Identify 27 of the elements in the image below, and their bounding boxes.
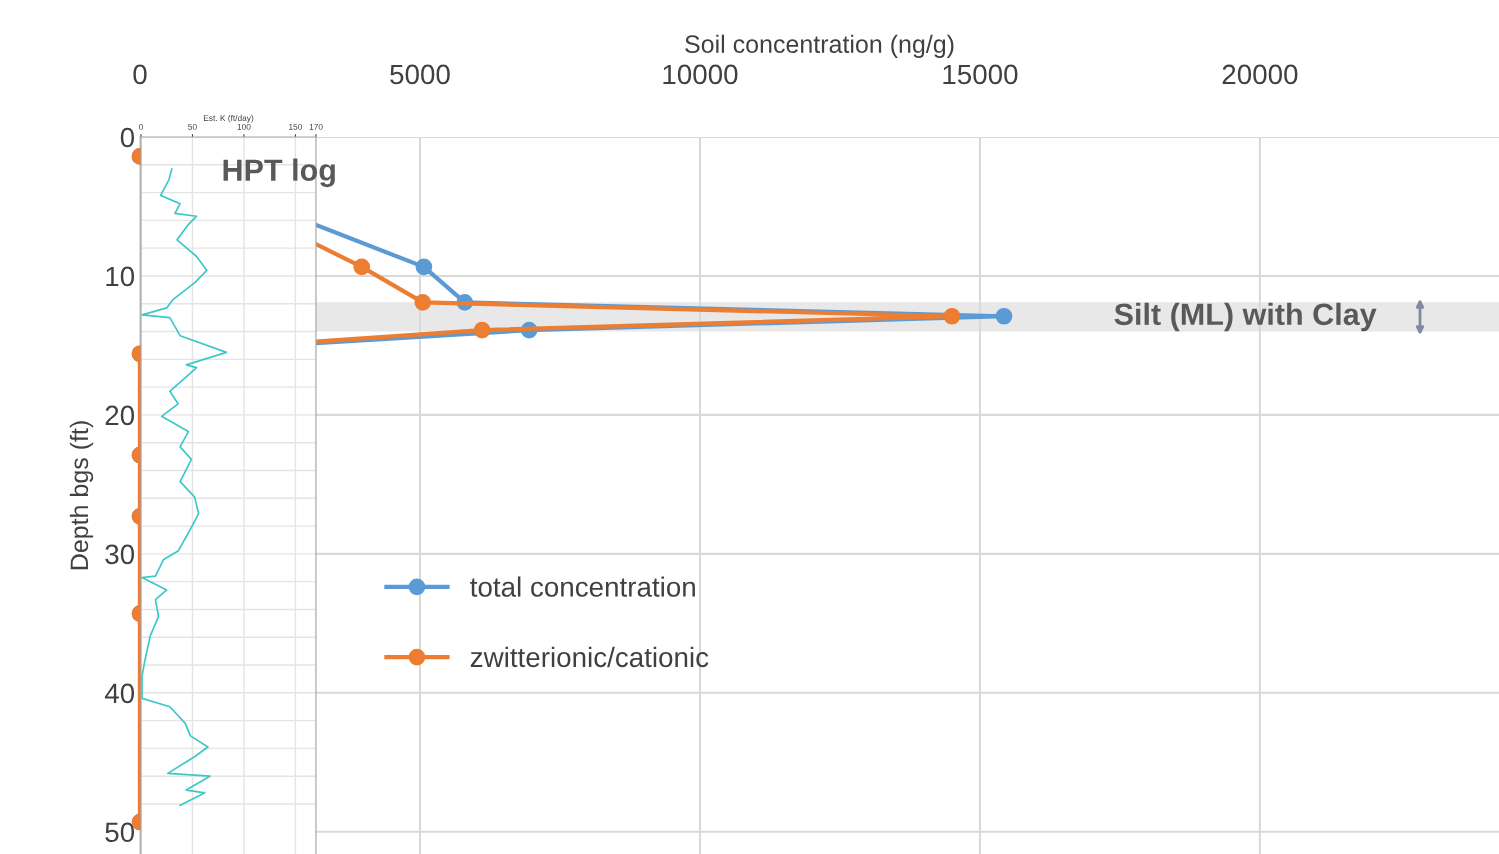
x-tick-label: 150: [289, 123, 303, 130]
annotation: HPT log: [223, 158, 335, 188]
y-tick-label: 40: [104, 683, 135, 704]
x-tick-label: 170: [309, 123, 323, 130]
x-axis-title: Est. K (ft/day): [203, 114, 254, 123]
point: [995, 307, 1013, 325]
x-tick-label: 10000: [663, 64, 738, 85]
x-tick-label: 50: [188, 123, 197, 130]
legend-label: zwitterionic/cationic: [470, 646, 709, 668]
point: [473, 321, 491, 339]
y-tick-label: 30: [105, 544, 135, 565]
y-tick-label: 20: [105, 405, 135, 426]
x-axis-title: Soil concentration (ng/g): [685, 34, 954, 58]
x-tick-label: 15000: [943, 64, 1018, 85]
y-tick-label: 10: [106, 266, 135, 287]
y-tick-label: 50: [105, 822, 135, 843]
x-tick-label: 20000: [1222, 64, 1298, 85]
point: [414, 294, 432, 311]
point: [943, 307, 961, 325]
point: [353, 258, 371, 276]
x-tick-label: 0: [139, 123, 143, 130]
y-axis-title: Depth bgs (ft): [69, 421, 94, 570]
legend-label: total concentration: [470, 576, 695, 597]
x-tick-label: 100: [237, 123, 251, 130]
point: [415, 258, 433, 276]
band-label: Silt (ML) with Clay: [1114, 302, 1377, 332]
x-tick-label: 5000: [390, 64, 450, 85]
